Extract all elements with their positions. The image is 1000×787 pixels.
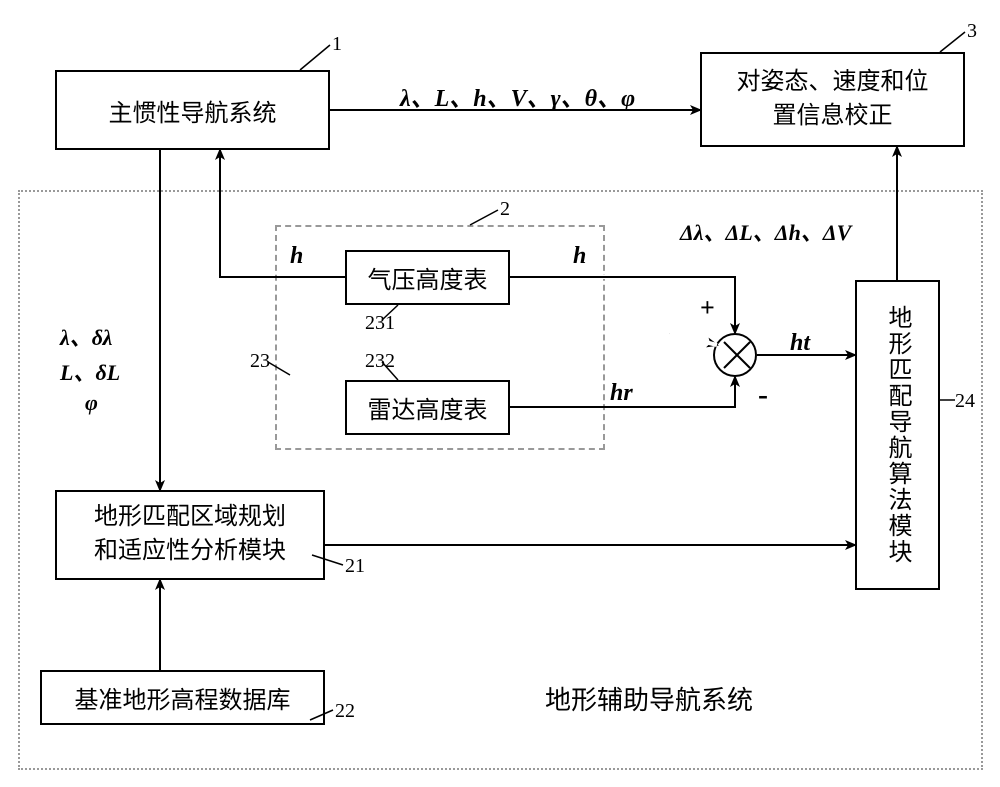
main-ins-block: 主惯性导航系统: [55, 70, 330, 150]
edge-label-h-left: h: [290, 243, 303, 270]
planning-block: 地形匹配区域规划 和适应性分析模块: [55, 490, 325, 580]
sum-plus: +: [700, 293, 715, 323]
ref-num-2: 2: [500, 198, 510, 221]
edge-label-h-right: h: [573, 243, 586, 270]
edge-label-top: λ、L、h、V、γ、θ、φ: [400, 78, 635, 113]
ref-num-22: 22: [335, 700, 355, 723]
planning-line1: 地形匹配区域规划: [94, 501, 286, 535]
edge-label-hr: hr: [610, 380, 633, 407]
ref-num-231: 231: [365, 312, 395, 335]
correction-block: 对姿态、速度和位 置信息校正: [700, 52, 965, 147]
dem-db-block: 基准地形高程数据库: [40, 670, 325, 725]
edge-label-ht: ht: [790, 330, 810, 357]
dem-db-label: 基准地形高程数据库: [75, 680, 291, 715]
planning-line2: 和适应性分析模块: [94, 535, 286, 569]
correction-line1: 对姿态、速度和位: [737, 66, 929, 100]
ref-num-23: 23: [250, 350, 270, 373]
sum-cross-icon: [715, 333, 755, 377]
diagram-canvas: 主惯性导航系统 对姿态、速度和位 置信息校正 气压高度表 雷达高度表 地形匹配区…: [0, 0, 1000, 787]
edge-label-delta: Δλ、ΔL、Δh、ΔV: [680, 215, 851, 247]
edge-label-left2: L、δL: [60, 355, 120, 387]
edge-label-left1: λ、δλ: [60, 320, 112, 352]
radar-block: 雷达高度表: [345, 380, 510, 435]
edge-label-left3: φ: [85, 390, 98, 416]
ref-num-1: 1: [332, 33, 342, 56]
ref-num-24: 24: [955, 390, 975, 413]
baro-label: 气压高度表: [368, 260, 488, 295]
aided-system-caption: 地形辅助导航系统: [545, 680, 753, 717]
ref-num-232: 232: [365, 350, 395, 373]
sum-node: [713, 333, 757, 377]
radar-label: 雷达高度表: [368, 390, 488, 425]
baro-block: 气压高度表: [345, 250, 510, 305]
correction-line2: 置信息校正: [737, 100, 929, 134]
algo-label: 地形匹配导航算法模块: [880, 305, 915, 565]
ref-num-21: 21: [345, 555, 365, 578]
main-ins-label: 主惯性导航系统: [109, 93, 277, 128]
ref-num-3: 3: [967, 20, 977, 43]
algo-block: 地形匹配导航算法模块: [855, 280, 940, 590]
sum-minus: -: [758, 378, 768, 412]
